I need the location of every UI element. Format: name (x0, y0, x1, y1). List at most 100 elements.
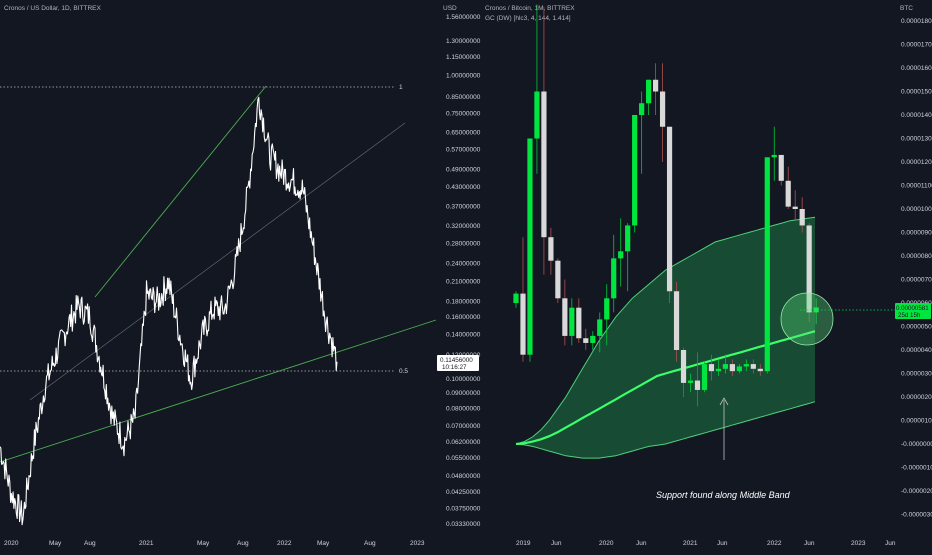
candle-body (597, 319, 603, 336)
upper-trendline[interactable] (94, 85, 267, 298)
support-arrow[interactable] (719, 397, 729, 460)
candle-body (813, 307, 819, 313)
btc-candles (513, 4, 819, 407)
candle-body (548, 237, 554, 261)
usd-axis-currency: USD (443, 5, 457, 12)
btc-y-axis: 0.00001800 0.00001700 0.00001600 0.00001500… (901, 18, 932, 519)
candle-body (569, 307, 575, 336)
candle-body (562, 298, 568, 336)
btc-x-tick: Jun (885, 540, 896, 547)
btc-chart-title: Cronos / Bitcoin, 1M, BITTREX (485, 5, 575, 12)
candle-body (520, 293, 526, 355)
usd-y-tick: 1.30000000 (446, 38, 481, 45)
btc-y-tick: -0.00000000 (901, 441, 932, 448)
usd-y-tick: 0.03330000 (446, 521, 481, 528)
usd-chart-panel: Cronos / US Dollar, 1D, BITTREX USD 1.56… (0, 5, 481, 547)
candle-body (604, 298, 610, 320)
btc-y-tick: 0.00001100 (901, 183, 932, 190)
btc-y-tick: 0.00000500 (901, 324, 932, 331)
candle-body (611, 258, 617, 299)
btc-y-tick: 0.00000400 (901, 347, 932, 354)
candle-body (639, 103, 645, 115)
support-annotation: Support found along Middle Band (656, 490, 791, 500)
usd-y-axis: 1.56000000 1.30000000 1.15000000 1.00000000… (446, 14, 481, 528)
usd-countdown: 10:16:27 (442, 364, 467, 371)
btc-y-tick: 0.00001300 (901, 136, 932, 143)
btc-y-tick: 0.00001700 (901, 42, 932, 49)
indicator-label: GC (DW) [hlc3, 4, 144, 1.414] (485, 15, 571, 22)
usd-y-tick: 0.65000000 (446, 129, 481, 136)
btc-x-axis: 2019 Jun 2020 Jun 2021 Jun 2022 Jun 2023 Jun (516, 540, 896, 547)
candle-body (792, 206, 798, 209)
candle-body (618, 251, 624, 259)
btc-y-tick: 0.00000900 (901, 230, 932, 237)
candle-body (785, 180, 791, 207)
btc-x-tick: Jun (804, 540, 815, 547)
candle-body (659, 91, 666, 127)
usd-y-tick: 0.18000000 (446, 299, 481, 306)
support-trendline[interactable] (0, 319, 437, 463)
usd-y-tick: 0.37000000 (446, 204, 481, 211)
btc-y-tick: -0.00000100 (901, 465, 932, 472)
lower-band-line (515, 401, 816, 459)
candle-body (757, 368, 763, 372)
candle-body (576, 307, 582, 339)
usd-y-tick: 0.03750000 (446, 505, 481, 512)
faint-trendline[interactable] (29, 122, 406, 401)
usd-y-tick: 0.32000000 (446, 223, 481, 230)
channel-band-fill (516, 217, 815, 459)
usd-last-price-tag: 0.11456000 10:16:27 (437, 355, 479, 371)
candle-body (513, 293, 519, 303)
btc-y-tick: -0.00000200 (901, 488, 932, 495)
btc-x-tick: 2023 (851, 540, 866, 547)
btc-axis-currency: BTC (900, 5, 913, 12)
usd-y-tick: 0.21000000 (446, 278, 481, 285)
candle-body (590, 335, 596, 343)
usd-y-tick: 0.57000000 (446, 147, 481, 154)
btc-y-tick: 0.00001800 (901, 18, 932, 25)
usd-y-tick: 0.10000000 (446, 376, 481, 383)
usd-y-tick: 0.43000000 (446, 184, 481, 191)
btc-y-tick: 0.00001200 (901, 159, 932, 166)
usd-y-tick: 1.15000000 (446, 54, 481, 61)
btc-y-tick: 0.00001000 (901, 206, 932, 213)
candle-body (764, 157, 770, 372)
candle-body (646, 79, 652, 104)
usd-y-tick: 0.16000000 (446, 314, 481, 321)
usd-x-tick: May (317, 540, 330, 547)
candle-body (680, 350, 687, 383)
btc-x-tick: Jun (717, 540, 728, 547)
usd-y-tick: 0.08000000 (446, 405, 481, 412)
usd-y-tick: 0.06200000 (446, 439, 481, 446)
usd-x-tick: 2021 (139, 540, 154, 547)
usd-x-tick: May (197, 540, 210, 547)
usd-y-tick: 0.75000000 (446, 111, 481, 118)
usd-last-price: 0.11456000 (440, 357, 473, 364)
candle-body (666, 126, 673, 292)
candle-body (708, 364, 715, 372)
candle-body (534, 91, 540, 139)
usd-y-tick: 0.07000000 (446, 423, 481, 430)
usd-y-tick: 0.85000000 (446, 94, 481, 101)
candle-body (701, 364, 708, 390)
usd-chart-title: Cronos / US Dollar, 1D, BITTREX (4, 5, 101, 12)
usd-y-tick: 0.04250000 (446, 489, 481, 496)
btc-x-tick: 2021 (683, 540, 698, 547)
candle-body (715, 368, 722, 372)
usd-price-line (0, 96, 338, 526)
candle-body (632, 115, 638, 226)
usd-y-tick: 0.09000000 (446, 390, 481, 397)
candle-body (541, 91, 547, 238)
candle-body (527, 138, 533, 355)
usd-y-tick: 0.28000000 (446, 240, 481, 247)
candle-body (806, 225, 812, 313)
candle-body (673, 291, 680, 350)
candle-body (736, 366, 742, 372)
btc-x-tick: Jun (636, 540, 647, 547)
candle-body (778, 154, 784, 181)
candle-body (743, 364, 749, 367)
btc-y-tick: 0.00001400 (901, 112, 932, 119)
btc-last-price: 0.00000581 (896, 305, 929, 312)
highlight-circle[interactable] (780, 292, 834, 346)
